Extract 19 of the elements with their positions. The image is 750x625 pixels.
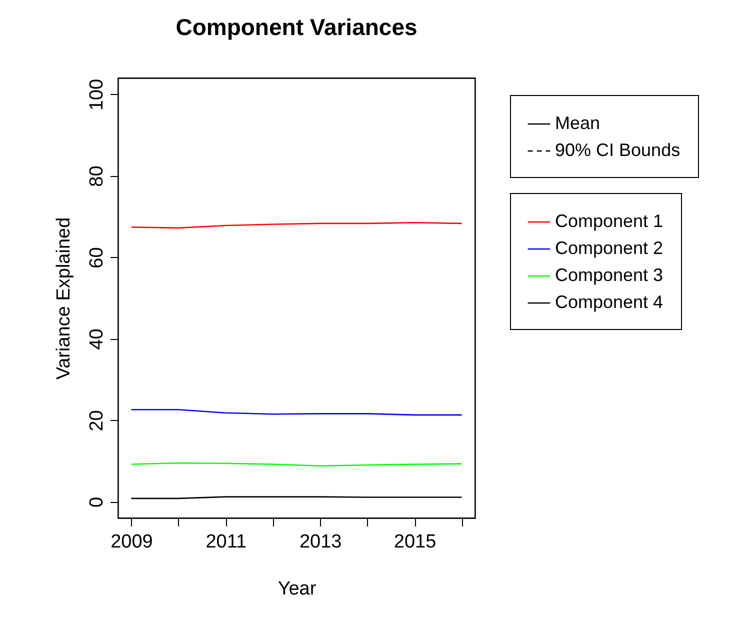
y-tick-label: 60 — [86, 247, 108, 268]
y-tick-label: 80 — [86, 166, 108, 187]
y-tick-label: 100 — [86, 78, 108, 111]
x-tick-label: 2013 — [299, 532, 342, 552]
y-axis-title: Variance Explained — [54, 217, 74, 380]
legend-label: Component 4 — [555, 292, 664, 312]
x-tick-label: 2009 — [110, 532, 153, 552]
chart-title: Component Variances — [176, 14, 418, 40]
y-tick-label: 20 — [86, 410, 108, 432]
y-tick-label: 40 — [86, 328, 108, 350]
legend-label: Component 1 — [555, 211, 664, 231]
x-tick-label: 2011 — [206, 532, 247, 552]
text: 90% CI Bounds — [555, 140, 680, 160]
text: Mean — [555, 113, 600, 133]
legend-label: Component 2 — [555, 238, 664, 258]
y-tick-label: 0 — [86, 496, 108, 508]
x-tick-label: 2015 — [394, 532, 436, 552]
x-axis-title: Year — [278, 578, 317, 600]
legend-label: Component 3 — [555, 265, 664, 285]
